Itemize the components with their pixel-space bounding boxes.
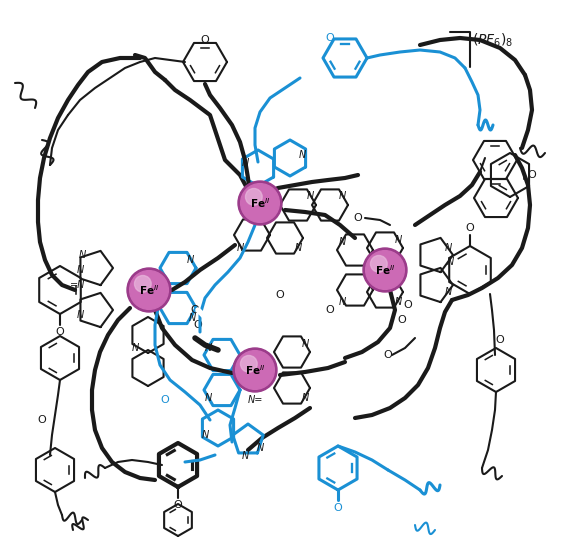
Text: O: O [38, 415, 46, 425]
Text: O: O [276, 290, 284, 300]
Text: N: N [77, 310, 83, 320]
Circle shape [135, 275, 151, 292]
Text: N: N [339, 237, 345, 247]
Text: N: N [78, 250, 86, 260]
Text: N: N [295, 243, 301, 253]
Text: =N: =N [70, 280, 86, 290]
Circle shape [233, 348, 277, 392]
Text: O: O [353, 213, 363, 223]
Text: Fe$^{II}$: Fe$^{II}$ [250, 196, 270, 210]
Text: O: O [384, 350, 392, 360]
Text: O: O [160, 395, 170, 405]
Text: N: N [256, 443, 264, 453]
Text: O: O [200, 35, 210, 45]
Text: Fe$^{II}$: Fe$^{II}$ [375, 263, 395, 277]
Text: N: N [188, 313, 196, 323]
Text: N: N [242, 158, 248, 168]
Text: O: O [333, 503, 343, 513]
Circle shape [363, 248, 407, 292]
Circle shape [127, 268, 171, 312]
Text: O: O [191, 305, 199, 315]
Circle shape [240, 355, 257, 372]
Text: O: O [465, 223, 475, 233]
Text: O: O [528, 170, 536, 180]
Circle shape [236, 350, 274, 389]
Text: N: N [395, 235, 401, 245]
Text: N: N [339, 191, 345, 201]
Text: N: N [307, 191, 313, 201]
Text: N: N [444, 243, 452, 253]
Text: N: N [236, 243, 244, 253]
Text: N: N [299, 150, 305, 160]
Text: N: N [447, 257, 453, 267]
Text: O: O [174, 500, 182, 510]
Circle shape [246, 188, 262, 205]
Text: N: N [77, 265, 83, 275]
Circle shape [240, 184, 279, 222]
Text: O: O [325, 305, 335, 315]
Text: Fe$^{II}$: Fe$^{II}$ [139, 283, 159, 297]
Circle shape [371, 255, 387, 272]
Text: N: N [242, 451, 248, 461]
Text: N: N [395, 297, 401, 307]
Text: O: O [194, 320, 202, 330]
Text: O: O [55, 327, 65, 337]
Text: N: N [444, 287, 452, 297]
Text: N: N [202, 430, 208, 440]
Text: N: N [204, 393, 212, 403]
Text: N=: N= [247, 395, 263, 405]
Circle shape [130, 271, 168, 309]
Text: N: N [301, 393, 308, 403]
Text: O: O [404, 300, 412, 310]
Text: N: N [131, 343, 139, 353]
Text: Fe$^{II}$: Fe$^{II}$ [245, 363, 265, 377]
Text: O: O [325, 33, 335, 43]
Text: O: O [496, 335, 504, 345]
Circle shape [365, 251, 404, 289]
Text: N: N [301, 339, 308, 349]
Text: N: N [186, 255, 194, 265]
Circle shape [238, 181, 282, 225]
Text: O: O [397, 315, 407, 325]
Text: $(PF_6)_8$: $(PF_6)_8$ [472, 31, 513, 49]
Text: N: N [339, 297, 345, 307]
Text: N: N [204, 343, 212, 353]
